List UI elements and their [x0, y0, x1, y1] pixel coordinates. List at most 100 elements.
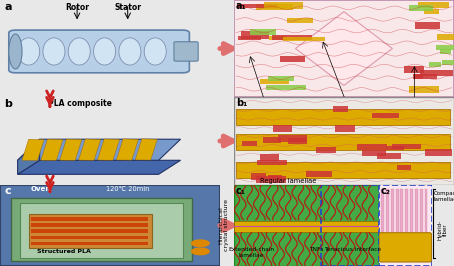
Text: Compacted
lamellae: Compacted lamellae: [434, 191, 454, 202]
Ellipse shape: [9, 34, 22, 69]
Text: Regular lamellae: Regular lamellae: [260, 178, 316, 184]
FancyBboxPatch shape: [174, 42, 198, 61]
FancyBboxPatch shape: [257, 160, 286, 165]
FancyBboxPatch shape: [31, 230, 148, 233]
FancyBboxPatch shape: [425, 149, 452, 156]
FancyBboxPatch shape: [9, 30, 189, 73]
Text: Tenacious interface: Tenacious interface: [324, 247, 381, 252]
FancyBboxPatch shape: [332, 106, 348, 112]
Polygon shape: [296, 12, 392, 85]
FancyBboxPatch shape: [316, 147, 336, 153]
Text: PLA chain bundles: PLA chain bundles: [385, 112, 443, 117]
FancyBboxPatch shape: [266, 85, 306, 90]
FancyBboxPatch shape: [429, 62, 441, 67]
Circle shape: [192, 248, 209, 255]
FancyBboxPatch shape: [236, 134, 449, 150]
Ellipse shape: [68, 38, 90, 65]
FancyBboxPatch shape: [420, 189, 423, 262]
FancyBboxPatch shape: [409, 5, 434, 11]
FancyBboxPatch shape: [31, 236, 148, 239]
FancyBboxPatch shape: [263, 137, 281, 143]
FancyBboxPatch shape: [278, 135, 307, 142]
Text: TNFs: TNFs: [309, 247, 324, 252]
Ellipse shape: [43, 38, 65, 65]
FancyBboxPatch shape: [268, 76, 294, 81]
Polygon shape: [60, 139, 82, 160]
FancyBboxPatch shape: [20, 203, 183, 258]
FancyBboxPatch shape: [273, 125, 292, 132]
Polygon shape: [98, 139, 119, 160]
Ellipse shape: [18, 38, 39, 65]
FancyBboxPatch shape: [263, 2, 303, 9]
FancyBboxPatch shape: [234, 185, 379, 266]
FancyBboxPatch shape: [381, 189, 384, 262]
FancyBboxPatch shape: [237, 4, 276, 9]
FancyBboxPatch shape: [372, 113, 400, 118]
FancyBboxPatch shape: [415, 22, 440, 30]
FancyBboxPatch shape: [269, 36, 286, 40]
FancyBboxPatch shape: [437, 34, 454, 40]
Text: a: a: [5, 2, 12, 12]
Ellipse shape: [119, 38, 141, 65]
FancyBboxPatch shape: [260, 155, 279, 161]
FancyBboxPatch shape: [288, 138, 307, 144]
FancyBboxPatch shape: [442, 60, 454, 65]
Ellipse shape: [144, 38, 166, 65]
FancyBboxPatch shape: [306, 171, 332, 177]
FancyBboxPatch shape: [268, 175, 281, 180]
FancyBboxPatch shape: [379, 233, 431, 262]
FancyBboxPatch shape: [242, 141, 257, 146]
Text: Hybrid-
fiber: Hybrid- fiber: [437, 219, 448, 240]
FancyBboxPatch shape: [256, 4, 293, 10]
Text: Stator: Stator: [114, 3, 141, 12]
Polygon shape: [116, 139, 138, 160]
FancyBboxPatch shape: [424, 9, 439, 14]
Text: b₁: b₁: [236, 98, 247, 108]
Text: PLA crystals grains: PLA crystals grains: [237, 112, 296, 117]
FancyBboxPatch shape: [29, 214, 152, 248]
Text: Extended-chain
lamellae: Extended-chain lamellae: [228, 247, 274, 258]
FancyBboxPatch shape: [415, 189, 418, 262]
FancyBboxPatch shape: [391, 189, 394, 262]
FancyBboxPatch shape: [272, 35, 312, 40]
FancyBboxPatch shape: [260, 79, 289, 85]
FancyBboxPatch shape: [0, 185, 220, 266]
FancyBboxPatch shape: [362, 149, 386, 156]
FancyBboxPatch shape: [31, 217, 148, 221]
Text: c: c: [5, 186, 11, 196]
Polygon shape: [135, 139, 157, 160]
Ellipse shape: [94, 38, 116, 65]
FancyBboxPatch shape: [400, 189, 403, 262]
FancyBboxPatch shape: [250, 30, 276, 35]
FancyBboxPatch shape: [405, 189, 408, 262]
FancyBboxPatch shape: [238, 36, 261, 40]
Polygon shape: [18, 160, 181, 174]
FancyBboxPatch shape: [386, 146, 404, 150]
FancyBboxPatch shape: [414, 74, 437, 79]
FancyBboxPatch shape: [241, 31, 268, 39]
FancyBboxPatch shape: [335, 125, 355, 132]
FancyBboxPatch shape: [280, 56, 305, 62]
FancyBboxPatch shape: [418, 2, 449, 8]
FancyBboxPatch shape: [256, 176, 286, 183]
Text: c₂: c₂: [380, 186, 390, 196]
Text: TNFs: TNFs: [340, 112, 356, 117]
Polygon shape: [79, 139, 101, 160]
FancyBboxPatch shape: [287, 18, 313, 23]
Circle shape: [192, 240, 209, 247]
Text: 120℃ 20min: 120℃ 20min: [106, 186, 149, 192]
FancyBboxPatch shape: [31, 223, 148, 227]
FancyBboxPatch shape: [234, 221, 379, 232]
FancyBboxPatch shape: [436, 45, 454, 50]
FancyBboxPatch shape: [413, 74, 423, 79]
Text: a₁: a₁: [236, 1, 247, 11]
FancyBboxPatch shape: [377, 153, 401, 159]
FancyBboxPatch shape: [440, 49, 451, 54]
Text: Hierarchical
crystal structure: Hierarchical crystal structure: [218, 200, 229, 251]
FancyBboxPatch shape: [31, 242, 148, 245]
FancyBboxPatch shape: [236, 109, 449, 125]
FancyBboxPatch shape: [234, 97, 454, 185]
FancyBboxPatch shape: [386, 189, 389, 262]
FancyBboxPatch shape: [11, 198, 192, 261]
FancyBboxPatch shape: [410, 189, 413, 262]
